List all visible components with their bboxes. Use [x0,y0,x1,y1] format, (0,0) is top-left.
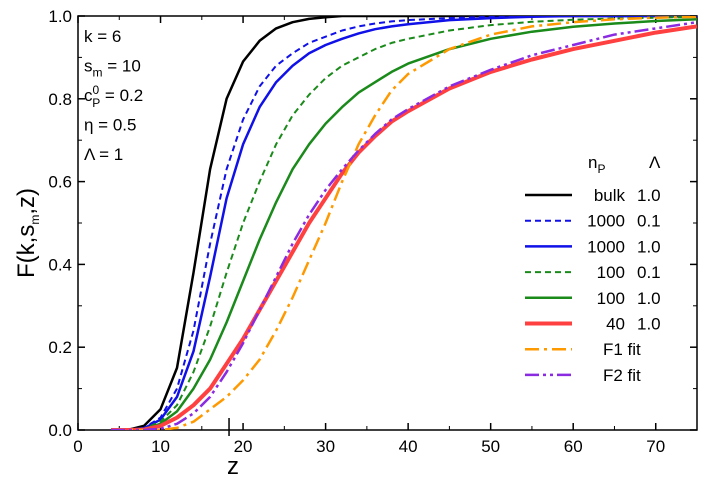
annotation-part: = 10 [103,57,141,76]
legend-label: 100 [597,263,625,282]
series-line [111,24,697,430]
annotation-part: η = 0.5 [84,116,136,135]
annotation: sm = 10 [84,57,141,80]
y-tick-label: 0.6 [48,173,72,192]
legend-header-part: n [588,153,597,172]
legend-lambda: 0.1 [637,263,661,282]
annotation-sub: P [92,96,100,110]
legend-lambda: 1.0 [637,186,661,205]
legend-label: F2 fit [603,366,641,385]
series-line [111,16,697,430]
y-tick-label: 0.0 [48,421,72,440]
annotation-part: s [84,57,93,76]
legend-label: bulk [594,186,626,205]
y-tick-label: 1.0 [48,7,72,26]
series-line [111,20,697,430]
y-axis-label-part: ,z) [13,188,40,215]
annotation: k = 6 [84,27,121,46]
y-tick-label: 0.8 [48,90,72,109]
legend-lambda: 1.0 [637,289,661,308]
y-axis-label-part: F(k,s [13,225,40,278]
series-group [111,16,697,430]
annotation-part: = 0.2 [100,86,143,105]
y-tick-label: 0.2 [48,338,72,357]
legend-lambda: 0.1 [637,212,661,231]
series-line [111,16,697,430]
x-tick-label: 10 [151,437,170,456]
legend-label: 40 [606,315,625,334]
annotation-sup: 0 [93,83,100,97]
legend-header-lambda: Λ [649,153,661,172]
legend-header: nP [588,153,605,176]
y-tick-label: 0.4 [48,255,72,274]
annotation-part: Λ = 1 [84,145,123,164]
legend-label: 1000 [587,237,625,256]
annotation-part: k = 6 [84,27,121,46]
x-axis-label: z [227,453,239,480]
y-axis-label-sub: m [28,215,42,225]
series-line [111,16,697,430]
x-tick-label: 70 [646,437,665,456]
legend-label: F1 fit [603,340,641,359]
annotation: η = 0.5 [84,116,136,135]
x-tick-label: 20 [234,437,253,456]
annotation: Λ = 1 [84,145,123,164]
annotation-part: c [84,86,93,105]
legend-lambda: 1.0 [637,315,661,334]
x-tick-label: 30 [316,437,335,456]
annotation: c0 P = 0.2 [84,83,143,110]
y-axis-label: F(k,sm,z) [13,188,42,278]
annotation-sub: m [93,66,103,80]
legend-label: 100 [597,289,625,308]
x-tick-label: 60 [564,437,583,456]
legend-header-sub: P [597,162,605,176]
x-tick-label: 0 [73,437,82,456]
x-tick-label: 50 [481,437,500,456]
series-line [111,18,697,430]
series-line [111,16,697,430]
legend-label: 1000 [587,212,625,231]
series-line [111,16,697,430]
x-tick-label: 40 [399,437,418,456]
legend-lambda: 1.0 [637,237,661,256]
